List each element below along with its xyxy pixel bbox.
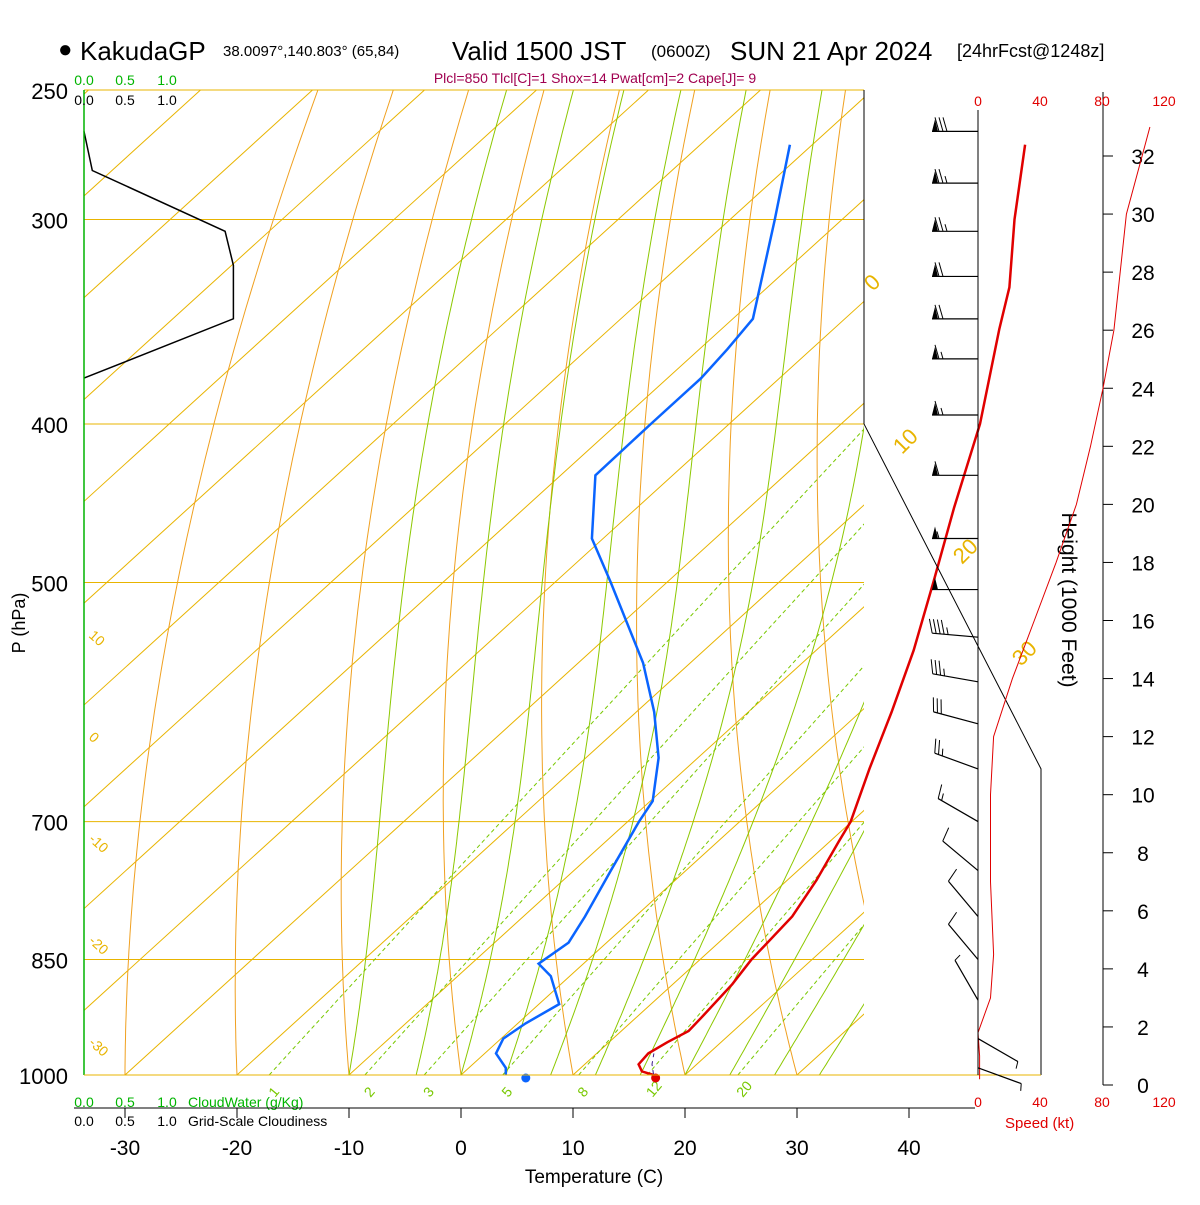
station-name: KakudaGP — [80, 36, 206, 66]
height-tick-label: 30 — [1131, 204, 1154, 227]
height-tick-label: 8 — [1137, 843, 1149, 866]
station-bullet-icon: ● — [58, 36, 73, 63]
speed-tick-bottom: 120 — [1152, 1094, 1176, 1110]
cloudwater-tick-bottom: 0.5 — [115, 1094, 135, 1110]
cloudwater-tick-top: 0.5 — [115, 72, 135, 88]
height-tick-label: 26 — [1131, 320, 1154, 343]
height-tick-label: 6 — [1137, 901, 1149, 924]
pressure-tick-label: 850 — [31, 949, 68, 974]
speed-tick-bottom: 80 — [1094, 1094, 1110, 1110]
pressure-tick-label: 250 — [31, 79, 68, 104]
cloudiness-tick-bottom: 0.0 — [74, 1113, 94, 1129]
temperature-tick-label: 0 — [455, 1137, 467, 1160]
cloudiness-tick-bottom: 1.0 — [157, 1113, 177, 1129]
height-tick-label: 2 — [1137, 1017, 1149, 1040]
speed-tick-top: 80 — [1094, 93, 1110, 109]
pressure-tick-label: 400 — [31, 413, 68, 438]
x-axis-title: Temperature (C) — [525, 1167, 663, 1188]
height-tick-label: 16 — [1131, 611, 1154, 634]
temperature-tick-label: 40 — [897, 1137, 920, 1160]
valid-utc: (0600Z) — [651, 42, 711, 61]
temperature-tick-label: 10 — [561, 1137, 584, 1160]
temperature-tick-label: -10 — [334, 1137, 364, 1160]
y-axis-title: P (hPa) — [9, 593, 29, 654]
temperature-tick-label: -30 — [110, 1137, 140, 1160]
height-axis-title: Height (1000 Feet) — [1057, 512, 1080, 687]
height-tick-label: 32 — [1131, 146, 1154, 169]
height-tick-label: 10 — [1131, 785, 1154, 808]
height-tick-label: 20 — [1131, 494, 1154, 517]
temperature-tick-label: 30 — [785, 1137, 808, 1160]
cloudiness-label: Grid-Scale Cloudiness — [188, 1113, 327, 1129]
cloudiness-tick-bottom: 0.5 — [115, 1113, 135, 1129]
cloudiness-tick-top: 0.5 — [115, 92, 135, 108]
speed-tick-bottom: 0 — [974, 1094, 982, 1110]
speed-tick-top: 120 — [1152, 93, 1176, 109]
pressure-tick-label: 1000 — [19, 1064, 68, 1089]
height-tick-label: 28 — [1131, 262, 1154, 285]
height-tick-label: 12 — [1131, 727, 1154, 750]
forecast-tag: [24hrFcst@1248z] — [957, 41, 1104, 61]
pressure-tick-label: 700 — [31, 811, 68, 836]
cloudiness-tick-top: 0.0 — [74, 92, 94, 108]
speed-tick-top: 0 — [974, 93, 982, 109]
speed-tick-bottom: 40 — [1032, 1094, 1048, 1110]
valid-date: SUN 21 Apr 2024 — [730, 36, 932, 66]
speed-tick-top: 40 — [1032, 93, 1048, 109]
cloudwater-tick-top: 0.0 — [74, 72, 94, 88]
height-tick-label: 22 — [1131, 436, 1154, 459]
cloudiness-tick-top: 1.0 — [157, 92, 177, 108]
temperature-tick-label: -20 — [222, 1137, 252, 1160]
pressure-tick-label: 500 — [31, 572, 68, 597]
valid-time: Valid 1500 JST — [452, 36, 627, 66]
stability-indices: Plcl=850 Tlcl[C]=1 Shox=14 Pwat[cm]=2 Ca… — [434, 70, 757, 86]
temperature-tick-label: 20 — [673, 1137, 696, 1160]
height-tick-label: 0 — [1137, 1075, 1149, 1098]
station-coords: 38.0097°,140.803° (65,84) — [223, 43, 399, 60]
cloudwater-tick-bottom: 1.0 — [157, 1094, 177, 1110]
cloudwater-tick-bottom: 0.0 — [74, 1094, 94, 1110]
height-tick-label: 4 — [1137, 959, 1149, 982]
cloudwater-tick-top: 1.0 — [157, 72, 177, 88]
pressure-tick-label: 300 — [31, 209, 68, 234]
speed-axis-title: Speed (kt) — [1005, 1115, 1074, 1132]
height-tick-label: 24 — [1131, 378, 1155, 401]
height-tick-label: 14 — [1131, 669, 1155, 692]
height-tick-label: 18 — [1131, 552, 1154, 575]
